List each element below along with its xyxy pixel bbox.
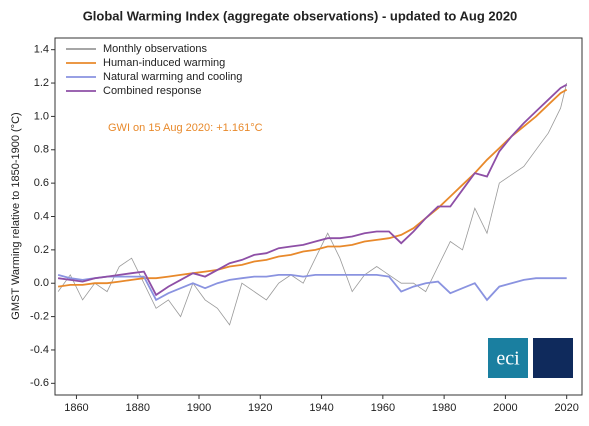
- legend-label: Natural warming and cooling: [103, 71, 242, 83]
- plot-frame: [54, 37, 583, 396]
- legend-label: Combined response: [103, 85, 201, 97]
- y-tick-label: -0.4: [30, 344, 49, 356]
- y-tick-label: 0.0: [34, 277, 49, 289]
- x-tick-label: 2020: [554, 402, 578, 414]
- x-tick-label: 1880: [125, 402, 149, 414]
- logo-text: eci: [496, 348, 520, 370]
- y-tick-label: 0.2: [34, 244, 49, 256]
- series-line: [57, 83, 568, 297]
- x-tick-label: 1980: [432, 402, 456, 414]
- y-tick-label: -0.2: [30, 310, 49, 322]
- x-tick-label: 1860: [64, 402, 88, 414]
- y-axis-label: GMST Warming relative to 1850-1900 (°C): [10, 112, 22, 319]
- annotation: GWI on 15 Aug 2020: +1.161°C: [108, 122, 263, 134]
- logo: [533, 338, 573, 378]
- series-line: [57, 274, 567, 302]
- x-tick-label: 1920: [248, 402, 272, 414]
- y-tick-label: -0.6: [30, 377, 49, 389]
- x-tick-label: 2000: [493, 402, 517, 414]
- x-tick-label: 1960: [371, 402, 395, 414]
- logo: [488, 338, 528, 378]
- series-line: [57, 82, 568, 326]
- y-tick-label: 0.6: [34, 177, 49, 189]
- y-tick-label: 1.2: [34, 77, 49, 89]
- chart-title: Global Warming Index (aggregate observat…: [83, 8, 518, 23]
- legend-label: Human-induced warming: [103, 57, 225, 69]
- y-tick-label: 1.4: [34, 44, 49, 56]
- x-tick-label: 1900: [187, 402, 211, 414]
- legend-label: Monthly observations: [103, 43, 207, 55]
- y-tick-label: 0.8: [34, 144, 49, 156]
- x-tick-label: 1940: [309, 402, 333, 414]
- y-tick-label: 1.0: [34, 110, 49, 122]
- y-tick-label: 0.4: [34, 210, 49, 222]
